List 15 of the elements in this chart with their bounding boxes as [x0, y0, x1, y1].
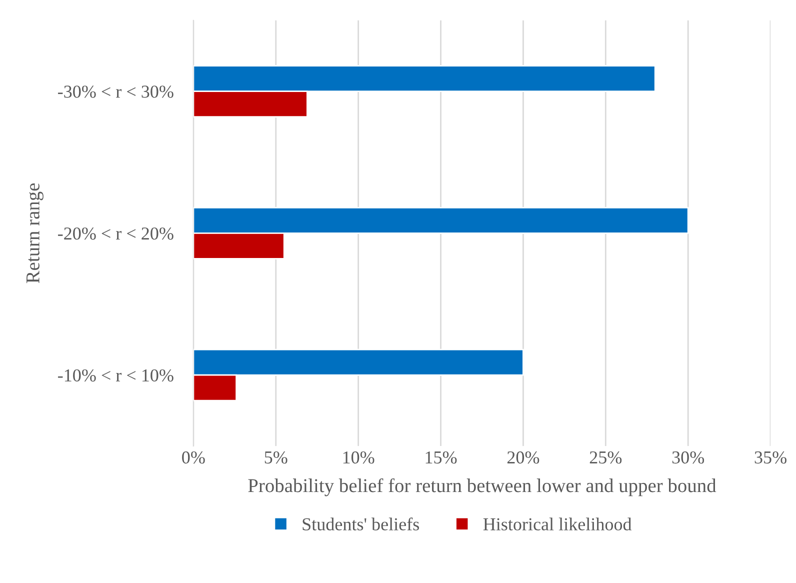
x-tick-label: 5% [264, 451, 288, 464]
y-axis-title: Return range [26, 183, 44, 284]
x-tick-label: 15% [426, 451, 457, 464]
x-tick-label: 25% [590, 451, 622, 464]
x-tick-label: 10% [343, 451, 374, 464]
x-tick-label: 0% [182, 451, 205, 464]
x-tick-label: 20% [507, 451, 540, 464]
y-tick-label: -20% < r < 20% [58, 227, 174, 240]
x-axis-title: Probability belief for return between lower and upper bound [248, 478, 716, 496]
legend-label: Historical likelihood [483, 518, 632, 530]
x-tick-label: 35% [754, 451, 786, 464]
x-tick-label: 30% [672, 451, 704, 464]
legend-label: Students' beliefs [302, 518, 419, 530]
y-tick-label: -10% < r < 10% [58, 369, 174, 382]
y-tick-label: -30% < r < 30% [58, 86, 174, 98]
